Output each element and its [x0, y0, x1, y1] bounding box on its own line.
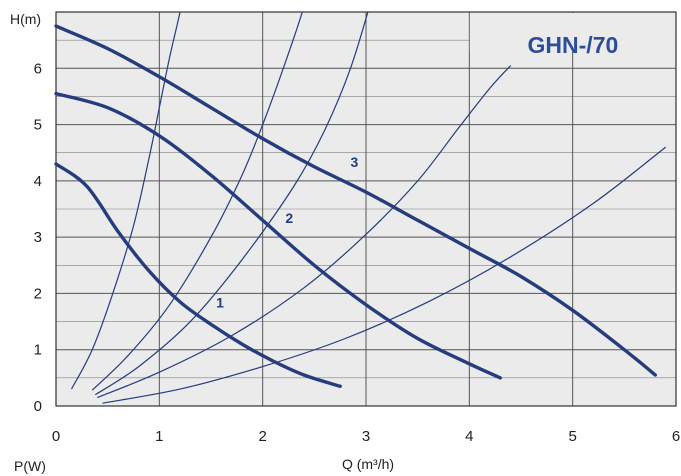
system-curve-5	[102, 146, 667, 404]
x-tick-label: 6	[672, 428, 680, 445]
x-axis-title: Q (m³/h)	[342, 456, 394, 472]
system-curves	[70, 12, 667, 404]
system-curve-1	[70, 12, 181, 390]
curve-labels: 1 2 3	[216, 154, 358, 311]
x-tick-label: 4	[465, 428, 473, 445]
y-tick-label: 1	[34, 342, 42, 359]
y-axis-ticks: 0 1 2 3 4 5 6	[34, 60, 42, 415]
pump-curve-2	[54, 91, 502, 380]
y-tick-label: 6	[34, 60, 42, 77]
system-curve-4	[97, 65, 512, 399]
x-tick-label: 1	[155, 428, 163, 445]
x-tick-label: 3	[362, 428, 370, 445]
plot-frame	[55, 11, 677, 407]
curve-label-2: 2	[285, 210, 293, 226]
curve-label-1: 1	[216, 295, 224, 311]
y-axis-title: H(m)	[10, 11, 41, 27]
y-tick-label: 2	[34, 285, 42, 302]
pump-curves	[54, 24, 657, 388]
system-curve-2	[91, 12, 303, 391]
title-box	[469, 13, 675, 52]
pump-curve-3	[54, 24, 657, 377]
x-tick-label: 5	[568, 428, 576, 445]
y-tick-label: 0	[34, 398, 42, 415]
chart-title: GHN-/70	[528, 32, 619, 58]
x-axis-ticks: 0 1 2 3 4 5 6	[52, 428, 680, 445]
curve-label-3: 3	[351, 154, 359, 170]
system-curve-3	[94, 12, 369, 396]
y-tick-label: 3	[34, 229, 42, 246]
y-tick-label: 5	[34, 117, 42, 134]
x-tick-label: 0	[52, 428, 60, 445]
power-axis-title: P(W)	[14, 458, 46, 474]
x-tick-label: 2	[258, 428, 266, 445]
y-tick-label: 4	[34, 173, 42, 190]
pump-curve-1	[54, 162, 342, 388]
